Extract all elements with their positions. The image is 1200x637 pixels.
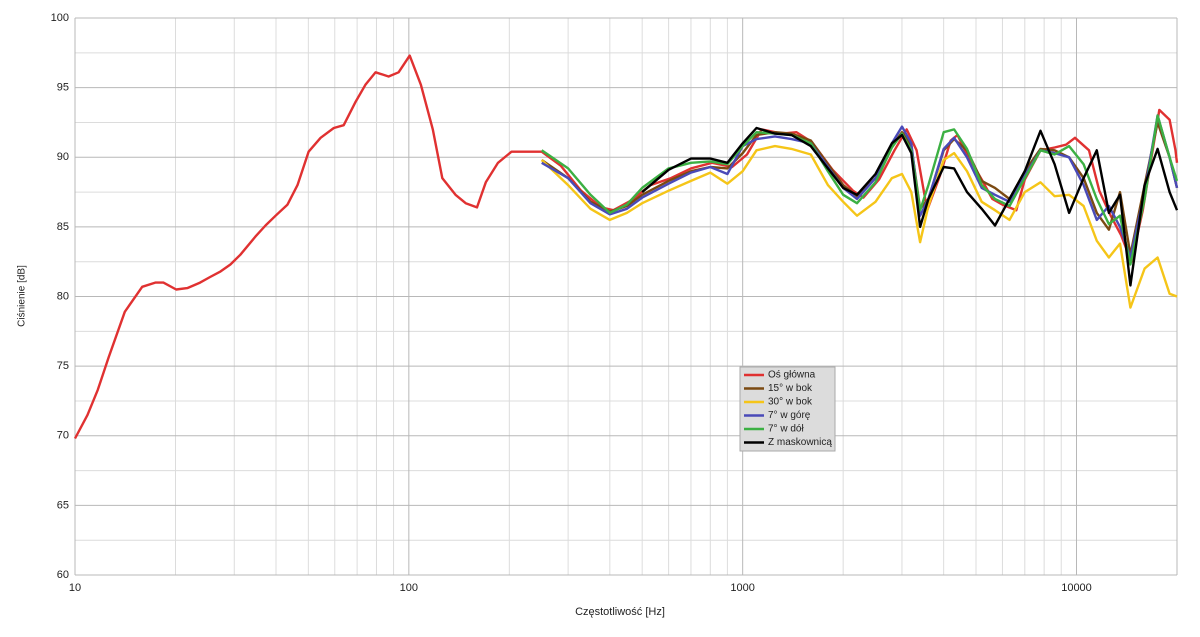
x-tick-label: 10000 bbox=[1061, 582, 1092, 594]
legend-label: Z maskownicą bbox=[768, 437, 832, 448]
x-tick-label: 100 bbox=[400, 582, 418, 594]
y-tick-label: 100 bbox=[51, 12, 69, 24]
y-tick-label: 95 bbox=[57, 82, 69, 94]
legend-box bbox=[739, 366, 836, 452]
grid bbox=[74, 17, 1177, 576]
series-line bbox=[73, 54, 1179, 440]
series-line bbox=[541, 114, 1179, 266]
legend-label: 7° w dół bbox=[768, 424, 804, 435]
y-axis-label: Ciśnienie [dB] bbox=[17, 265, 28, 327]
legend-label: 7° w górę bbox=[768, 410, 811, 421]
series-line bbox=[540, 144, 1178, 309]
series-line bbox=[541, 114, 1179, 259]
y-tick-label: 90 bbox=[57, 151, 69, 163]
legend: Oś główna 15° w bok 30° w bok 7° w górę 7° w… bbox=[739, 366, 836, 452]
y-tick-label: 65 bbox=[57, 499, 69, 511]
x-tick-label: 10 bbox=[69, 582, 81, 594]
series-line bbox=[641, 126, 1179, 287]
y-tick-label: 85 bbox=[57, 221, 69, 233]
y-tick-label: 60 bbox=[57, 569, 69, 581]
x-axis-label: Częstotliwość [Hz] bbox=[575, 606, 665, 618]
legend-label: 30° w bok bbox=[768, 397, 813, 408]
legend-label: 15° w bok bbox=[768, 383, 813, 394]
y-tick-label: 80 bbox=[57, 290, 69, 302]
y-tick-label: 75 bbox=[57, 360, 69, 372]
x-tick-label: 1000 bbox=[730, 582, 754, 594]
legend-label: Oś główna bbox=[768, 370, 816, 381]
y-tick-label: 70 bbox=[57, 430, 69, 442]
